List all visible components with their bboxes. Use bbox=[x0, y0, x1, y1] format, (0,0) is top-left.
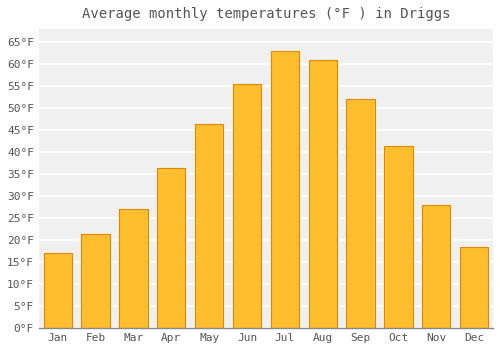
Bar bbox=[422, 205, 450, 328]
Bar bbox=[384, 146, 412, 328]
Bar bbox=[157, 168, 186, 328]
Bar bbox=[346, 99, 375, 328]
Bar bbox=[82, 233, 110, 328]
Bar bbox=[233, 84, 261, 328]
Bar bbox=[119, 209, 148, 328]
Bar bbox=[460, 247, 488, 328]
Bar bbox=[270, 51, 299, 328]
Bar bbox=[308, 60, 337, 328]
Title: Average monthly temperatures (°F ) in Driggs: Average monthly temperatures (°F ) in Dr… bbox=[82, 7, 450, 21]
Bar bbox=[195, 124, 224, 328]
Bar bbox=[44, 253, 72, 328]
